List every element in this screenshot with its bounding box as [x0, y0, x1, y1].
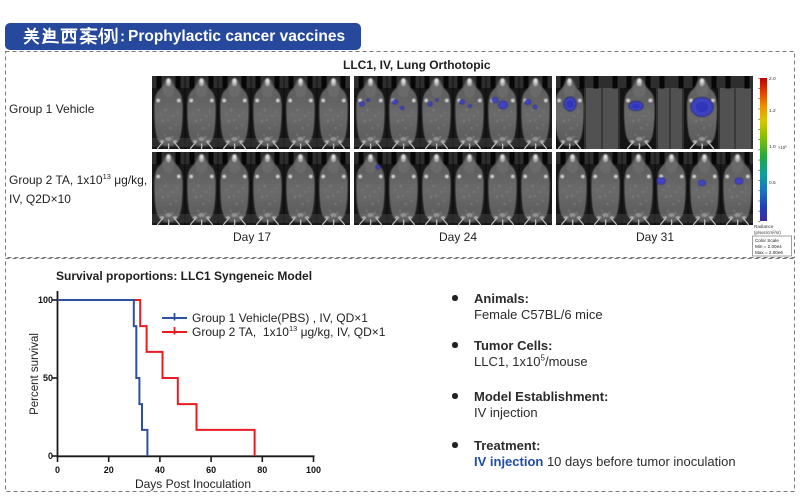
svg-text:×106: ×106 [778, 145, 787, 151]
svg-text:1.2: 1.2 [769, 108, 776, 114]
svg-text:0.5: 0.5 [769, 180, 776, 186]
svg-text:80: 80 [257, 465, 267, 475]
svg-text:100: 100 [306, 465, 321, 475]
svg-text:Color Scale: Color Scale [755, 238, 779, 243]
svg-text:Max = 2.00e6: Max = 2.00e6 [755, 250, 783, 255]
svg-text:20: 20 [104, 465, 114, 475]
svg-text:40: 40 [155, 465, 165, 475]
svg-text:1.0: 1.0 [769, 144, 776, 150]
svg-text:Radiance: Radiance [754, 224, 774, 229]
svg-text:60: 60 [206, 465, 216, 475]
svg-text:50: 50 [43, 373, 53, 383]
svg-text:0: 0 [55, 465, 60, 475]
svg-text:100: 100 [38, 295, 53, 305]
svg-text:(p/sec/cm²/sr): (p/sec/cm²/sr) [754, 230, 781, 235]
svg-text:2.0: 2.0 [769, 76, 776, 82]
svg-text:0: 0 [48, 451, 53, 461]
svg-text:Min = 2.00e4: Min = 2.00e4 [755, 244, 782, 249]
